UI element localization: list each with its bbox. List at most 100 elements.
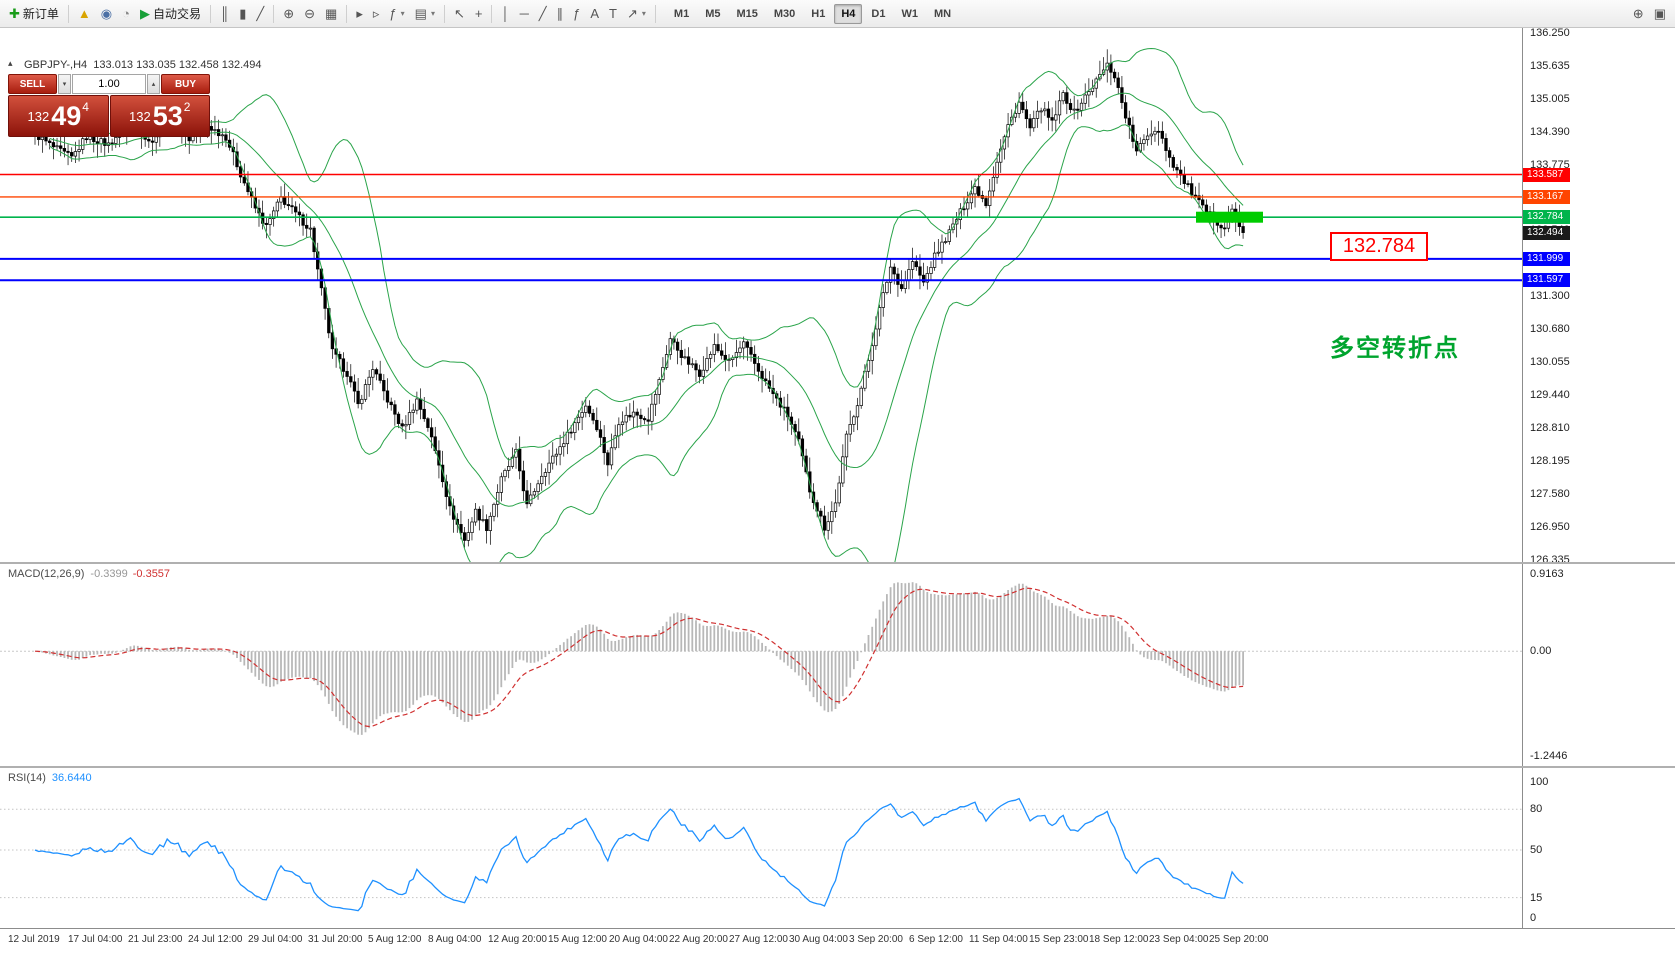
time-axis-label: 31 Jul 20:00 xyxy=(308,934,363,945)
timeframe-mn-button[interactable]: MN xyxy=(933,7,952,20)
toolbar-templates-button[interactable]: ▤ ▾ xyxy=(411,3,439,25)
price-axis-label: 128.195 xyxy=(1530,455,1570,467)
toolbar-text-button[interactable]: A xyxy=(586,3,603,25)
toolbar-fibonacci-button[interactable]: ƒ xyxy=(569,3,584,25)
timeframe-m15-button[interactable]: M15 xyxy=(736,7,758,20)
toolbar-separator xyxy=(346,4,348,23)
timeframe-m30-button[interactable]: M30 xyxy=(773,7,796,20)
sell-price-button[interactable]: 132 49 4 xyxy=(8,95,109,137)
text-icon: A xyxy=(590,6,600,21)
toolbar-line-chart-button[interactable]: ╱ xyxy=(252,3,268,25)
timeframe-m5-button[interactable]: M5 xyxy=(705,7,721,20)
panel-separator[interactable] xyxy=(0,766,1675,768)
line-chart-icon: ╱ xyxy=(256,6,265,21)
bollinger-middle-band xyxy=(49,92,1244,507)
fibonacci-icon: ƒ xyxy=(573,6,581,21)
timeframe-h4-button[interactable]: H4 xyxy=(834,3,863,24)
chevron-down-icon: ▾ xyxy=(400,9,405,18)
time-axis-label: 30 Aug 04:00 xyxy=(789,934,848,945)
toolbar-arrows-button[interactable]: ↗ ▾ xyxy=(623,3,650,25)
toolbar-profile-button[interactable]: ◉ xyxy=(97,3,116,25)
candlestick-chart-icon: ▮ xyxy=(239,6,247,21)
price-tag-132.494: 132.494 xyxy=(1523,226,1570,240)
toolbar-chart-wizard-button[interactable]: ▲ xyxy=(74,3,95,25)
equidistant-channel-icon: ∥ xyxy=(556,6,564,21)
new-order-label: 新订单 xyxy=(22,7,59,21)
one-click-trading-toggle[interactable]: ▴ xyxy=(8,58,13,68)
time-axis-label: 5 Aug 12:00 xyxy=(368,934,422,945)
toolbar: ✚ 新订单 ▲ ◉ ◔ ▶ 自动交易 ║ ▮ ╱ ⊕ ⊖ ▦ ▸ ▹ ƒ ▾ ▤ ▾ ↖ + │ ─ ╱ ∥ ƒ A T ↗ ▾ M1 M5… xyxy=(0,0,1675,28)
toolbar-vertical-line-button[interactable]: │ xyxy=(497,3,513,25)
volume-up-button[interactable]: ▴ xyxy=(147,74,160,94)
rsi-label: RSI(14) 36.6440 xyxy=(8,772,92,784)
rsi-axis-label: 100 xyxy=(1530,776,1549,788)
macd-canvas xyxy=(0,582,1522,735)
toolbar-cursor-button[interactable]: ↖ xyxy=(450,3,469,25)
cursor-icon: ↖ xyxy=(453,6,465,21)
crosshair-icon: + xyxy=(474,6,483,21)
price-chart-panel[interactable]: ▴ GBPJPY-,H4 133.013 133.035 132.458 132… xyxy=(0,28,1675,562)
toolbar-crosshair-button[interactable]: + xyxy=(471,3,487,25)
timeframe-h1-button[interactable]: H1 xyxy=(811,7,826,20)
toolbar-trendline-button[interactable]: ╱ xyxy=(535,3,551,25)
chart-title-ohlc: GBPJPY-,H4 133.013 133.035 132.458 132.4… xyxy=(24,59,262,71)
buy-price-sup: 2 xyxy=(183,100,191,114)
rsi-line xyxy=(34,797,1244,912)
toolbar-zoom-search-button[interactable]: ⊕ xyxy=(1629,3,1648,25)
highlight-zone[interactable] xyxy=(1196,211,1263,223)
buy-price-button[interactable]: 132 53 2 xyxy=(109,95,210,137)
toolbar-candlestick-chart-button[interactable]: ▮ xyxy=(235,3,250,25)
toolbar-horizontal-line-button[interactable]: ─ xyxy=(516,3,533,25)
macd-signal-value: -0.3557 xyxy=(132,568,171,580)
price-axis[interactable]: 136.250135.635135.005134.390133.775133.1… xyxy=(1523,27,1675,566)
toolbar-chart-shift-button[interactable]: ▹ xyxy=(369,3,384,25)
auto-scroll-icon: ▸ xyxy=(356,6,363,21)
price-chart-canvas[interactable] xyxy=(0,28,1522,562)
time-axis-label: 12 Jul 2019 xyxy=(8,934,60,945)
toolbar-auto-scroll-button[interactable]: ▸ xyxy=(352,3,367,25)
toolbar-new-order-button[interactable]: ✚ 新订单 xyxy=(5,3,63,25)
volume-input[interactable] xyxy=(72,74,146,94)
chevron-down-icon: ▾ xyxy=(430,9,435,18)
panel-separator[interactable] xyxy=(0,562,1675,564)
sell-button[interactable]: SELL xyxy=(8,74,57,94)
volume-down-button[interactable]: ▾ xyxy=(58,74,71,94)
zoom-search-icon: ⊕ xyxy=(1632,6,1644,21)
toolbar-bar-chart-button[interactable]: ║ xyxy=(216,3,233,25)
toolbar-autotrading-button[interactable]: ▶ 自动交易 xyxy=(136,3,205,25)
toolbar-tile-windows-button[interactable]: ▦ xyxy=(321,3,341,25)
macd-axis-label: -1.2446 xyxy=(1530,750,1568,762)
toolbar-separator xyxy=(273,4,275,23)
rsi-panel[interactable] xyxy=(0,768,1675,928)
macd-axis[interactable]: 0.9163 0.00 -1.2446 xyxy=(1523,564,1675,766)
macd-panel[interactable] xyxy=(0,564,1675,766)
time-axis-label: 8 Aug 04:00 xyxy=(428,934,482,945)
toolbar-zoom-out-button[interactable]: ⊖ xyxy=(300,3,319,25)
price-scale-border xyxy=(1522,28,1523,953)
buy-button[interactable]: BUY xyxy=(161,74,210,94)
macd-axis-label: 0.9163 xyxy=(1530,568,1564,580)
time-axis-label: 18 Sep 12:00 xyxy=(1089,934,1149,945)
rsi-axis[interactable]: 100 80 50 15 0 xyxy=(1523,768,1675,928)
toolbar-indicators-button[interactable]: ƒ ▾ xyxy=(385,3,408,25)
chevron-down-icon: ▾ xyxy=(641,9,646,18)
price-axis-label: 136.250 xyxy=(1530,27,1570,39)
time-axis-label: 12 Aug 20:00 xyxy=(488,934,547,945)
buy-price-int: 132 xyxy=(129,108,151,124)
timeframe-d1-button[interactable]: D1 xyxy=(871,7,886,20)
timeframe-w1-button[interactable]: W1 xyxy=(901,7,918,20)
price-annotation-box[interactable]: 132.784 xyxy=(1330,232,1428,261)
time-axis[interactable]: 12 Jul 2019 17 Jul 04:00 21 Jul 23:00 24 Ju… xyxy=(0,928,1675,953)
toolbar-text-label-button[interactable]: T xyxy=(605,3,621,25)
toolbar-history-center-button[interactable]: ◔ xyxy=(118,3,134,25)
timeframe-m1-button[interactable]: M1 xyxy=(673,7,690,20)
turning-point-annotation[interactable]: 多空转折点 xyxy=(1330,335,1460,362)
time-axis-label: 29 Jul 04:00 xyxy=(248,934,303,945)
toolbar-new-chart-window-button[interactable]: ▣ xyxy=(1650,3,1670,25)
toolbar-zoom-in-button[interactable]: ⊕ xyxy=(279,3,298,25)
timeframe-toolbar: M1 M5 M15 M30 H1 H4 D1 W1 MN xyxy=(666,3,959,24)
bollinger-bands xyxy=(49,47,1244,562)
toolbar-equidistant-channel-button[interactable]: ∥ xyxy=(553,3,568,25)
text-label-icon: T xyxy=(609,6,617,21)
